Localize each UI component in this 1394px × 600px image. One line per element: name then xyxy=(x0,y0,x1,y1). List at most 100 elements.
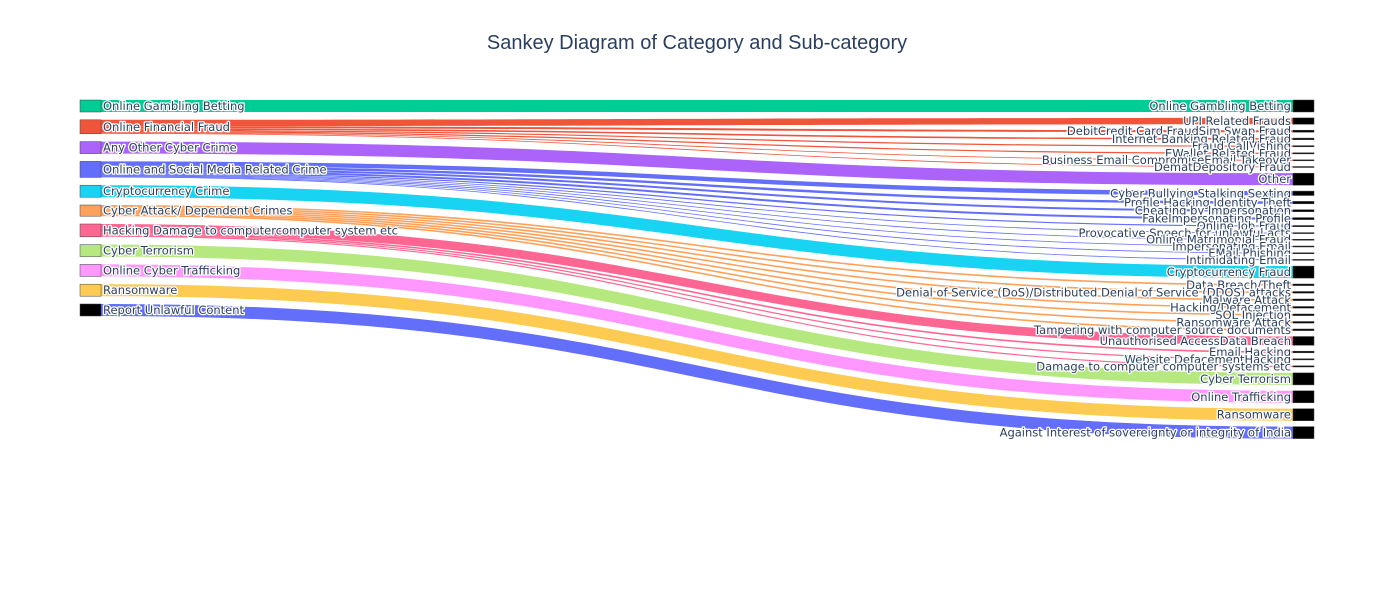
node-online-job-fraud-target[interactable] xyxy=(1292,225,1315,227)
link-online-gambling-betting-to-online-gambling-betting[interactable] xyxy=(101,100,1293,112)
node-label-cryptocurrency-crime: Cryptocurrency Crime xyxy=(103,184,229,198)
link-online-and-social-media-related-crime-to-online-matrimonial-fraud[interactable] xyxy=(101,174,1293,241)
link-online-financial-fraud-to-upi-related-frauds[interactable] xyxy=(101,117,1293,127)
node-cryptocurrency-fraud-target[interactable] xyxy=(1292,265,1315,279)
node-damage-to-computer-computer-systems-etc-target[interactable] xyxy=(1292,365,1315,368)
node-label-online-financial-fraud: Online Financial Fraud xyxy=(103,120,230,134)
node-debitcredit-card-fraudsim-swap-fraud-target[interactable] xyxy=(1292,129,1315,133)
node-online-matrimonial-fraud-target[interactable] xyxy=(1292,239,1315,241)
node-cyber-terrorism-target[interactable] xyxy=(1292,372,1315,386)
link-online-cyber-trafficking-to-online-trafficking[interactable] xyxy=(101,264,1293,403)
node-fraud-callvishing-target[interactable] xyxy=(1292,145,1315,148)
node-label-sql-injection-target: SQL Injection xyxy=(1215,308,1291,322)
node-label-impersonating-email-target: Impersonating Email xyxy=(1172,239,1291,253)
node-profile-hacking-identity-theft-target[interactable] xyxy=(1292,201,1315,205)
link-hacking-damage-to-computercomputer-system-etc-to-email-hacking[interactable] xyxy=(101,232,1293,353)
node-against-interest-of-sovereignty-or-integrity-of-india-target[interactable] xyxy=(1292,426,1315,439)
node-upi-related-frauds-target[interactable] xyxy=(1292,117,1315,125)
link-cryptocurrency-crime-to-cryptocurrency-fraud[interactable] xyxy=(101,185,1293,279)
node-fakeimpersonating-profile-target[interactable] xyxy=(1292,217,1315,220)
node-any-other-cyber-crime[interactable] xyxy=(79,141,102,154)
node-cheating-by-impersonation-target[interactable] xyxy=(1292,209,1315,212)
link-cyber-attack-dependent-crimes-to-ransomware-attack[interactable] xyxy=(101,213,1293,324)
node-ewallet-related-fraud-target[interactable] xyxy=(1292,152,1315,155)
link-cyber-attack-dependent-crimes-to-data-breach-theft[interactable] xyxy=(101,205,1293,286)
node-malware-attack-target[interactable] xyxy=(1292,298,1315,301)
node-label-ransomware-target: Ransomware xyxy=(1217,408,1291,422)
link-online-and-social-media-related-crime-to-intimidating-email[interactable] xyxy=(101,176,1293,261)
node-email-phishing-target[interactable] xyxy=(1292,252,1315,254)
link-cyber-attack-dependent-crimes-to-denial-of-service-dos-distributed-denial-of-service-ddos-attacks[interactable] xyxy=(101,206,1293,294)
link-cyber-attack-dependent-crimes-to-sql-injection[interactable] xyxy=(101,211,1293,316)
node-denial-of-service-dos-distributed-denial-of-service-ddos-attacks-target[interactable] xyxy=(1292,291,1315,294)
node-sql-injection-target[interactable] xyxy=(1292,313,1315,316)
node-intimidating-email-target[interactable] xyxy=(1292,259,1315,261)
link-ransomware-to-ransomware[interactable] xyxy=(101,284,1293,421)
node-cyber-attack-dependent-crimes[interactable] xyxy=(79,204,102,217)
node-website-defacementhacking-target[interactable] xyxy=(1292,358,1315,361)
node-label-intimidating-email-target: Intimidating Email xyxy=(1186,253,1291,267)
node-online-and-social-media-related-crime[interactable] xyxy=(79,161,102,178)
node-online-gambling-betting[interactable] xyxy=(79,99,102,113)
chart-title: Sankey Diagram of Category and Sub-categ… xyxy=(487,32,907,54)
link-online-and-social-media-related-crime-to-online-job-fraud[interactable] xyxy=(101,172,1293,227)
node-cryptocurrency-crime[interactable] xyxy=(79,184,102,198)
node-report-unlawful-content[interactable] xyxy=(79,303,102,317)
link-cyber-terrorism-to-cyber-terrorism[interactable] xyxy=(101,244,1293,385)
node-impersonating-email-target[interactable] xyxy=(1292,245,1315,248)
node-unauthorised-accessdata-breach-target[interactable] xyxy=(1292,336,1315,346)
node-online-trafficking-target[interactable] xyxy=(1292,390,1315,404)
node-label-denial-of-service-dos-distributed-denial-of-service-ddos-attacks-target: Denial of Service (DoS)/Distributed Deni… xyxy=(896,285,1291,299)
node-label-provocative-speech-for-unlawful-acts-target: Provocative Speech for unlawful acts xyxy=(1079,226,1291,240)
node-ransomware[interactable] xyxy=(79,283,102,297)
node-cyber-bullying-stalking-sexting-target[interactable] xyxy=(1292,190,1315,196)
sankey-nodes xyxy=(79,99,1315,439)
node-hacking-defacement-target[interactable] xyxy=(1292,306,1315,309)
node-label-unauthorised-accessdata-breach-target: Unauthorised AccessData Breach xyxy=(1100,334,1291,348)
node-provocative-speech-for-unlawful-acts-target[interactable] xyxy=(1292,232,1315,234)
link-cyber-attack-dependent-crimes-to-hacking-defacement[interactable] xyxy=(101,209,1293,309)
link-online-and-social-media-related-crime-to-provocative-speech-for-unlawful-acts[interactable] xyxy=(101,173,1293,234)
node-dematdepository-fraud-target[interactable] xyxy=(1292,166,1315,168)
node-hacking-damage-to-computercomputer-system-etc[interactable] xyxy=(79,223,102,238)
node-label-business-email-compromiseemail-takeover-target: Business Email CompromiseEmail Takeover xyxy=(1042,153,1291,167)
link-online-and-social-media-related-crime-to-fakeimpersonating-profile[interactable] xyxy=(101,170,1293,220)
link-online-and-social-media-related-crime-to-impersonating-email[interactable] xyxy=(101,175,1293,247)
node-label-other-target: Other xyxy=(1258,172,1291,186)
node-label-malware-attack-target: Malware Attack xyxy=(1202,293,1291,307)
node-online-financial-fraud[interactable] xyxy=(79,119,102,135)
node-online-cyber-trafficking[interactable] xyxy=(79,264,102,277)
node-business-email-compromiseemail-takeover-target[interactable] xyxy=(1292,159,1315,162)
node-label-cryptocurrency-fraud-target: Cryptocurrency Fraud xyxy=(1167,265,1291,279)
link-online-and-social-media-related-crime-to-cheating-by-impersonation[interactable] xyxy=(101,168,1293,212)
link-cyber-attack-dependent-crimes-to-tampering-with-computer-source-documents[interactable] xyxy=(101,214,1293,331)
node-label-cyber-attack-dependent-crimes: Cyber Attack/ Dependent Crimes xyxy=(103,204,292,218)
node-internet-banking-related-fraud-target[interactable] xyxy=(1292,137,1315,140)
link-online-financial-fraud-to-fraud-callvishing[interactable] xyxy=(101,129,1293,147)
link-online-and-social-media-related-crime-to-email-phishing[interactable] xyxy=(101,175,1293,254)
node-cyber-terrorism[interactable] xyxy=(79,244,102,257)
node-label-fraud-callvishing-target: Fraud CallVishing xyxy=(1192,139,1291,153)
node-data-breach-theft-target[interactable] xyxy=(1292,283,1315,286)
link-hacking-damage-to-computercomputer-system-etc-to-damage-to-computer-computer-systems-etc[interactable] xyxy=(101,235,1293,367)
link-hacking-damage-to-computercomputer-system-etc-to-website-defacementhacking[interactable] xyxy=(101,234,1293,360)
node-tampering-with-computer-source-documents-target[interactable] xyxy=(1292,328,1315,331)
node-label-online-matrimonial-fraud-target: Online Matrimonial Fraud xyxy=(1146,233,1291,247)
node-label-hacking-defacement-target: Hacking/Defacement xyxy=(1170,300,1291,314)
link-online-financial-fraud-to-business-email-compromiseemail-takeover[interactable] xyxy=(101,132,1293,161)
link-online-and-social-media-related-crime-to-cyber-bullying-stalking-sexting[interactable] xyxy=(101,161,1293,196)
link-cyber-attack-dependent-crimes-to-malware-attack[interactable] xyxy=(101,208,1293,301)
link-online-and-social-media-related-crime-to-profile-hacking-identity-theft[interactable] xyxy=(101,165,1293,204)
node-email-hacking-target[interactable] xyxy=(1292,350,1315,354)
link-any-other-cyber-crime-to-other[interactable] xyxy=(101,141,1293,186)
node-ransomware-target[interactable] xyxy=(1292,408,1315,421)
link-online-financial-fraud-to-dematdepository-fraud[interactable] xyxy=(101,133,1293,168)
link-report-unlawful-content-to-against-interest-of-sovereignty-or-integrity-of-india[interactable] xyxy=(101,304,1293,439)
node-other-target[interactable] xyxy=(1292,172,1315,186)
node-ransomware-attack-target[interactable] xyxy=(1292,321,1315,324)
node-online-gambling-betting-target[interactable] xyxy=(1292,99,1315,113)
link-online-financial-fraud-to-internet-banking-related-fraud[interactable] xyxy=(101,128,1293,140)
link-online-financial-fraud-to-ewallet-related-fraud[interactable] xyxy=(101,131,1293,154)
link-online-financial-fraud-to-debitcredit-card-fraudsim-swap-fraud[interactable] xyxy=(101,126,1293,133)
link-hacking-damage-to-computercomputer-system-etc-to-unauthorised-accessdata-breach[interactable] xyxy=(101,224,1293,346)
